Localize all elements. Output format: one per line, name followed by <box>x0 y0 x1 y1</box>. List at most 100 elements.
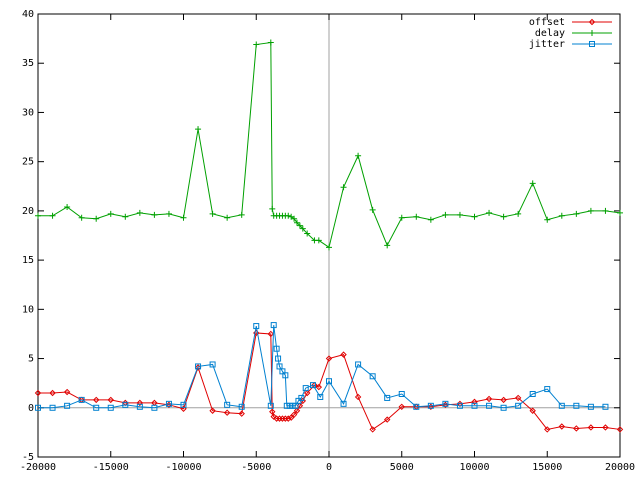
x-tick-label: -5000 <box>241 462 271 473</box>
x-tick-label: 20000 <box>605 462 635 473</box>
marker <box>398 390 405 397</box>
marker <box>180 405 187 412</box>
marker <box>315 237 322 244</box>
plot-border <box>37 13 621 458</box>
x-tick-label: 15000 <box>532 462 562 473</box>
y-tick-label: 40 <box>22 9 34 20</box>
marker <box>282 372 289 379</box>
marker <box>326 244 332 251</box>
y-tick-label: 20 <box>22 206 34 217</box>
marker <box>270 413 277 420</box>
marker <box>293 407 301 414</box>
marker <box>369 373 376 380</box>
marker <box>485 395 493 403</box>
y-tick-label: 0 <box>28 403 34 414</box>
marker <box>287 414 295 421</box>
marker <box>544 426 551 433</box>
marker <box>302 385 309 392</box>
y-tick-label: 10 <box>22 304 34 315</box>
marker <box>471 213 478 220</box>
marker <box>529 390 536 397</box>
marker <box>253 41 260 48</box>
marker <box>35 212 41 219</box>
marker <box>253 329 260 337</box>
x-tick-label: 10000 <box>459 462 489 473</box>
marker <box>500 404 507 411</box>
marker <box>529 180 536 187</box>
marker <box>293 219 300 226</box>
marker <box>49 212 56 219</box>
marker <box>558 212 565 219</box>
marker <box>558 423 566 430</box>
marker <box>296 222 303 229</box>
x-tick-label: -20000 <box>20 462 56 473</box>
marker <box>573 402 580 409</box>
marker <box>49 404 56 411</box>
marker <box>107 210 114 217</box>
marker <box>122 213 129 220</box>
marker <box>78 396 85 403</box>
marker <box>253 323 260 330</box>
marker <box>93 404 100 411</box>
marker <box>442 400 449 407</box>
y-tick-label: -5 <box>22 452 34 463</box>
marker <box>299 225 306 232</box>
marker <box>355 361 362 368</box>
marker <box>558 402 565 409</box>
y-tick-label: 25 <box>22 157 34 168</box>
marker <box>209 210 216 217</box>
marker <box>298 394 305 401</box>
marker <box>427 216 434 223</box>
marker <box>616 426 624 433</box>
marker <box>573 425 580 432</box>
marker <box>269 408 276 415</box>
marker <box>224 401 231 408</box>
y-tick-label: 15 <box>22 255 34 266</box>
marker <box>456 211 463 218</box>
marker <box>78 214 85 221</box>
marker <box>136 403 143 410</box>
marker <box>285 415 292 422</box>
marker <box>64 203 71 210</box>
marker <box>544 216 551 223</box>
marker <box>303 389 311 397</box>
marker <box>136 399 144 407</box>
marker <box>326 378 332 385</box>
marker <box>290 411 298 418</box>
y-tick-label: 35 <box>22 58 34 69</box>
marker <box>238 211 245 218</box>
marker <box>413 403 420 410</box>
marker <box>514 394 522 402</box>
legend-marker <box>589 41 595 47</box>
marker <box>413 213 420 220</box>
x-tick-label: -15000 <box>93 462 129 473</box>
marker <box>107 404 114 411</box>
marker <box>122 401 129 408</box>
marker <box>285 212 292 219</box>
marker <box>165 400 172 407</box>
marker <box>92 396 100 404</box>
marker <box>317 393 324 400</box>
marker <box>384 242 391 249</box>
marker <box>340 184 347 191</box>
marker <box>354 393 362 401</box>
marker <box>544 386 551 393</box>
marker <box>369 426 376 433</box>
marker <box>151 404 158 411</box>
marker <box>340 400 347 407</box>
marker <box>309 382 316 389</box>
marker <box>224 214 231 221</box>
marker <box>107 396 114 404</box>
marker <box>180 401 187 408</box>
marker <box>602 424 609 431</box>
marker <box>587 207 594 214</box>
marker <box>195 363 202 370</box>
x-tick-label: 0 <box>326 462 332 473</box>
marker <box>427 402 434 409</box>
marker <box>398 403 405 411</box>
marker <box>442 211 449 218</box>
marker <box>515 402 522 409</box>
marker <box>384 394 391 401</box>
marker <box>500 396 507 404</box>
